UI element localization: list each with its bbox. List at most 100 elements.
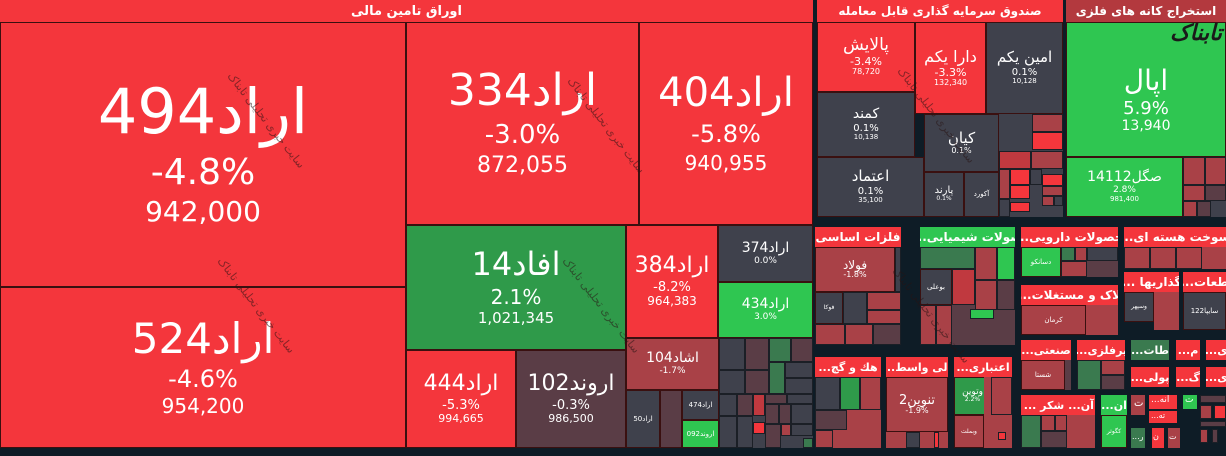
tile-amin-yekom[interactable]: امین یکم 0.1% 10,128 [986,22,1063,114]
tile-fooka[interactable]: فوکا [815,292,843,324]
tile-ashad104[interactable]: اشاد104 -1.7% [626,338,719,390]
tiny-sector-khane[interactable]: ...انه [1149,395,1177,409]
sector-header-bonds[interactable]: اوراق تامین مالی [0,0,813,22]
tile-arad50[interactable]: اراد50 [626,390,660,448]
mining-mosaic [1183,157,1226,217]
sector-title: ت [1185,395,1194,405]
tile-booali[interactable]: بوعلی [920,269,952,305]
tiny-sector-t[interactable]: ت [1131,395,1145,415]
tile-change: -0.3% [552,397,590,413]
tile-value: 35,100 [858,196,883,205]
sector-header-telecom[interactable]: ...طات [1131,340,1169,360]
sector-header-monetary[interactable]: ...پولی [1131,367,1169,387]
tile-value: 1,021,345 [477,309,555,328]
nonmetal-mosaic [1077,360,1125,390]
tile-palayesh[interactable]: پالایش -3.4% 78,720 [817,22,915,92]
sector-header-financial[interactable]: ...الی واسط [886,357,948,377]
sector-title: ...گ [1176,370,1200,384]
tile-arad474[interactable]: اراد474 [682,390,719,420]
etf-mosaic [999,114,1063,217]
tile-dara-yekom[interactable]: دارا یکم -3.3% 132,340 [915,22,986,114]
pharma-mosaic [1061,247,1118,277]
sector-title: ...م [1177,343,1199,357]
sector-title: ...طات [1131,343,1169,357]
sector-header-basic-metals[interactable]: فلزات اساسی [815,227,901,247]
tile-saipa122[interactable]: سایپا122 [1183,292,1226,330]
sector-header-s2[interactable]: ...ی [1206,367,1226,387]
tile-change: -4.6% [168,365,238,394]
sector-header-nonmetal[interactable]: ...یرفلزی [1077,340,1125,360]
tile-sagol14112[interactable]: صگل14112 2.8% 981,400 [1066,157,1183,217]
sector-header-an2[interactable]: ...ان [1101,395,1127,415]
tile-kamand[interactable]: کمند 0.1% 10,138 [817,92,915,157]
sector-header-credit[interactable]: ...اعتباری [954,357,1012,377]
tile-kagosar[interactable]: کگوثر [1101,415,1127,448]
sector-title: ن [1153,432,1159,441]
tabnak-logo: تابناک [1134,14,1226,52]
sector-header-pharma[interactable]: ...حصولات دارویی [1021,227,1118,247]
sector-header-auto-parts[interactable]: ...طعات [1183,272,1226,292]
tiny-sector-ta[interactable]: ...ته [1149,411,1177,423]
tile-change: 0.1% [1011,67,1038,79]
sector-header-cement[interactable]: ...هك و گچ [815,357,881,377]
sector-header-m[interactable]: ...م [1176,340,1200,360]
tiny-sector-sr[interactable]: ...ر [1131,428,1145,448]
tile-vabemellat[interactable]: وبملت [954,415,984,448]
tile-tanvin2[interactable]: تنوین2 -1.9% [886,377,948,432]
sector-header-an[interactable]: ...آن [1067,395,1095,415]
tile-change: -3.0% [484,120,561,151]
tile-change: -5.3% [442,397,480,413]
tile-change: 0.1% [857,186,884,198]
tile-value: 981,400 [1110,195,1139,204]
tile-dasanko[interactable]: دسانکو [1021,247,1061,277]
tile-kerman[interactable]: کرمان [1021,305,1086,335]
tiny-sector-n[interactable]: ن [1152,428,1164,448]
tile-arvand102[interactable]: اروند102 -0.3% 986,500 [516,350,626,448]
tile-arad374[interactable]: اراد374 0.0% [718,225,813,282]
financial-mosaic [886,432,948,448]
tile-symbol: اراد474 [688,400,713,409]
tile-symbol: اروند102 [527,370,615,396]
tile-arad494[interactable]: اراد494 -4.8% 942,000 [0,22,406,287]
tile-arad334[interactable]: اراد334 -3.0% 872,055 [406,22,639,225]
tile-change: -8.2% [653,279,691,295]
tile-value: 986,500 [548,412,594,426]
tile-symbol: اراد404 [658,70,794,117]
sector-header-industrial[interactable]: ...صنعتی [1021,340,1071,360]
tile-apal[interactable]: اپال 5.9% 13,940 [1066,22,1226,157]
tile-arvand092[interactable]: اروند092 [682,420,719,448]
tile-kian[interactable]: کیان 0.1% [924,114,999,172]
tile-vasepehr[interactable]: وسپهر [1124,292,1154,322]
tile-arad384[interactable]: اراد384 -8.2% 964,383 [626,225,718,338]
sector-header-nuclear[interactable]: ...سوخت هسته ای [1124,227,1226,247]
tile-symbol: فوکا [823,304,835,311]
tile-change: 0.0% [754,255,777,266]
sector-title: ...صنعتی [1021,343,1071,357]
tile-unlabeled[interactable] [660,390,682,448]
basic-metals-mosaic [815,247,901,345]
tile-afad14[interactable]: افاد14 2.1% 1,021,345 [406,225,626,350]
tiny-sector-k[interactable]: ت [1168,428,1180,448]
sector-header-s[interactable]: ...ی [1206,340,1226,360]
tile-value: 132,340 [933,77,968,87]
sector-header-chemicals[interactable]: ...صولات شیمیایی [920,227,1015,247]
tile-arad434[interactable]: اراد434 3.0% [718,282,813,338]
tile-akord[interactable]: آکورد [964,172,999,217]
tile-change: 0.1% [936,195,952,203]
tile-arad524[interactable]: اراد524 -4.6% 954,200 [0,287,406,448]
sector-header-g[interactable]: ...گ [1176,367,1200,387]
tile-change: 3.0% [754,312,777,323]
sector-header-sugar[interactable]: ... شکر [1021,395,1067,415]
tile-symbol: امین یکم [996,48,1053,67]
sector-header-investments[interactable]: ... گذاریها [1124,272,1179,292]
tile-arad444[interactable]: اراد444 -5.3% 994,665 [406,350,516,448]
tile-parand[interactable]: پارند 0.1% [924,172,964,217]
sector-header-etf[interactable]: صندوق سرمایه گذاری قابل معامله [817,0,1063,22]
tile-arad404[interactable]: اراد404 -5.8% 940,955 [639,22,813,225]
tile-shasta[interactable]: شستا [1021,360,1065,390]
tile-etemad[interactable]: اعتماد 0.1% 35,100 [817,157,924,217]
sector-header-mining[interactable]: استخراج کانه های فلزی [1066,0,1226,22]
tiny-sector-tt[interactable]: ت [1183,395,1197,409]
tile-foolad[interactable]: فولاد -1.8% [815,247,895,292]
sector-header-realestate[interactable]: ...لاک و مستغلات [1021,285,1118,305]
